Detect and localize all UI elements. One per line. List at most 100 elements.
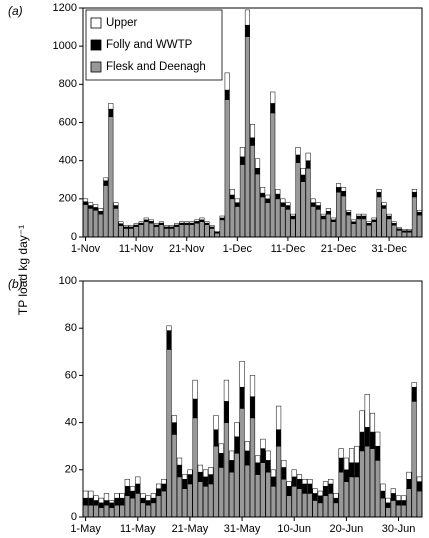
bar-segment — [395, 504, 402, 518]
bar-segment — [354, 445, 360, 463]
bar-segment — [129, 490, 136, 499]
panel-label: (a) — [8, 4, 23, 18]
bar-segment — [135, 493, 141, 518]
bar-segment — [286, 486, 292, 497]
bar-segment — [88, 490, 94, 499]
bar-segment — [202, 476, 209, 487]
bar-segment — [119, 504, 125, 518]
bar-segment — [108, 116, 114, 238]
bar-segment — [124, 486, 130, 497]
bar-segment — [285, 209, 291, 238]
bar-segment — [88, 208, 94, 238]
bar-segment — [359, 410, 365, 433]
bar-segment — [199, 221, 205, 238]
bar-segment — [194, 219, 200, 222]
bar-segment — [341, 195, 347, 238]
bar-segment — [330, 219, 336, 222]
bar-segment — [380, 483, 386, 492]
bar-segment — [189, 224, 195, 238]
bar-segment — [285, 202, 291, 206]
bar-segment — [129, 486, 136, 492]
bar-segment — [234, 206, 240, 238]
bar-segment — [325, 210, 331, 215]
bar-segment — [218, 453, 224, 468]
bar-segment — [229, 460, 235, 473]
bar-segment — [166, 349, 172, 518]
bar-segment — [401, 504, 407, 518]
bar-segment — [312, 488, 318, 494]
bar-segment — [135, 483, 141, 494]
bar-segment — [333, 502, 339, 518]
bar-segment — [150, 497, 157, 504]
bar-segment — [224, 72, 230, 91]
bar-segment — [317, 490, 323, 497]
bar-segment — [335, 187, 342, 193]
bar-segment — [83, 204, 89, 238]
legend-label: Flesk and Deenagh — [106, 61, 206, 73]
bar-segment — [375, 445, 381, 461]
bar-segment — [163, 228, 170, 238]
bar-segment — [302, 483, 308, 494]
legend-swatch — [90, 39, 102, 51]
bar-segment — [213, 415, 219, 430]
bar-segment — [354, 476, 360, 518]
bar-segment — [290, 218, 296, 238]
bar-segment — [286, 495, 292, 518]
bar-segment — [338, 457, 344, 473]
y-tick-label: 100 — [59, 275, 77, 287]
bar-segment — [204, 221, 210, 224]
bar-segment — [229, 450, 235, 461]
bar-segment — [305, 168, 311, 238]
bar-segment — [197, 481, 203, 518]
bar-segment — [150, 502, 157, 518]
bar-segment — [341, 190, 347, 197]
bar-segment — [275, 445, 282, 518]
bar-segment — [270, 486, 276, 518]
bar-segment — [93, 500, 99, 506]
bar-segment — [109, 500, 115, 504]
bar-segment — [83, 504, 89, 518]
bar-segment — [194, 223, 200, 238]
bar-segment — [219, 217, 225, 221]
bar-segment — [103, 177, 109, 181]
bar-segment — [322, 486, 329, 497]
bar-segment — [396, 227, 402, 230]
y-tick-label: 1000 — [53, 40, 77, 52]
bar-segment — [330, 221, 336, 238]
legend-label: Upper — [106, 17, 137, 29]
bar-segment — [249, 137, 256, 146]
bar-segment — [416, 211, 422, 216]
bar-segment — [328, 493, 334, 518]
bar-segment — [133, 226, 139, 238]
bar-segment — [98, 213, 104, 238]
y-tick-label: 60 — [65, 369, 77, 381]
y-tick-label: 0 — [71, 511, 77, 523]
bar-segment — [366, 224, 372, 238]
bar-segment — [98, 502, 104, 508]
bar-segment — [270, 103, 276, 114]
bar-segment — [83, 490, 89, 499]
bar-segment — [143, 217, 149, 221]
bar-segment — [239, 147, 245, 158]
bar-segment — [129, 497, 136, 518]
bar-segment — [208, 483, 214, 518]
bar-segment — [229, 471, 235, 518]
bar-segment — [359, 431, 365, 452]
bar-segment — [255, 455, 261, 463]
bar-segment — [148, 219, 154, 222]
bar-segment — [182, 478, 188, 489]
bar-segment — [208, 467, 214, 475]
bar-segment — [199, 219, 205, 222]
bar-segment — [260, 192, 266, 198]
bar-segment — [401, 500, 407, 506]
bar-segment — [88, 205, 94, 209]
bar-segment — [416, 214, 422, 238]
bar-segment — [114, 497, 120, 506]
bar-segment — [390, 493, 396, 501]
bar-segment — [158, 224, 164, 238]
bar-segment — [118, 221, 124, 224]
bar-segment — [291, 476, 297, 487]
bar-segment — [343, 469, 349, 482]
bar-segment — [335, 183, 342, 188]
